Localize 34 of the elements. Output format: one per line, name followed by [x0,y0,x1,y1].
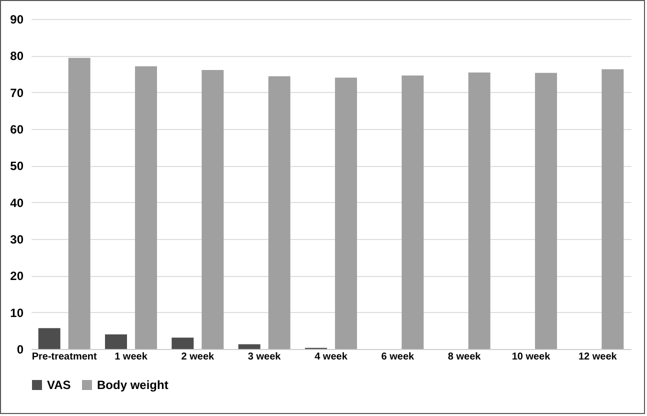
y-tick-label: 70 [10,86,24,100]
y-tick-label: 10 [10,306,24,320]
bar [105,334,127,349]
bar [468,72,490,349]
bar [68,58,90,349]
x-tick-label: Pre-treatment [32,352,98,362]
x-tick-label: 8 week [448,352,482,362]
legend-label: Body weight [97,378,168,392]
x-tick-label: 12 week [578,352,618,362]
bar [602,69,624,349]
x-tick-label: 4 week [314,352,348,362]
x-tick-label: 10 week [512,352,551,362]
bar [172,338,194,349]
x-tick-label: 3 week [248,352,282,362]
bar [268,76,290,349]
x-tick-label: 1 week [114,352,148,362]
x-tick-label: 6 week [381,352,414,362]
y-tick-label: 80 [10,49,24,64]
legend-label: VAS [47,378,71,392]
bar [335,78,357,349]
y-tick-label: 30 [10,232,24,246]
bar [38,328,60,349]
bar [402,75,424,349]
bar [135,66,157,349]
x-tick-label: 2 week [181,352,214,362]
y-tick-label: 90 [10,12,24,26]
bar [535,72,557,349]
y-tick-label: 20 [10,269,24,284]
bar [238,344,260,349]
y-tick-label: 0 [16,342,24,356]
y-tick-label: 50 [10,159,24,174]
y-tick-label: 60 [10,122,24,136]
y-tick-label: 40 [10,196,24,210]
bar [202,70,224,349]
